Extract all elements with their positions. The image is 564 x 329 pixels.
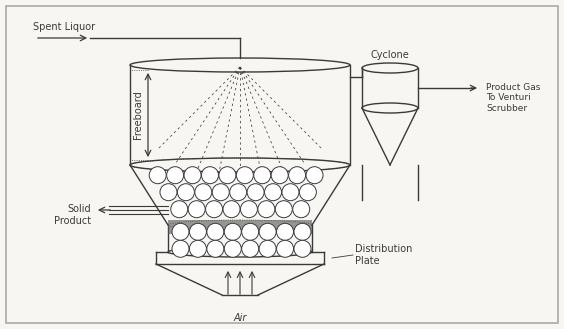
Circle shape xyxy=(190,223,206,240)
Circle shape xyxy=(265,184,281,201)
Circle shape xyxy=(242,240,259,257)
Circle shape xyxy=(206,201,223,218)
Circle shape xyxy=(293,201,310,218)
Circle shape xyxy=(212,184,229,201)
Bar xyxy=(168,220,312,234)
Text: Product Gas
To Venturi
Scrubber: Product Gas To Venturi Scrubber xyxy=(486,83,540,113)
Circle shape xyxy=(207,223,224,240)
Circle shape xyxy=(276,223,293,240)
Circle shape xyxy=(276,240,293,257)
Circle shape xyxy=(294,240,311,257)
Text: Distribution
Plate: Distribution Plate xyxy=(355,244,412,266)
Text: Solid
Product: Solid Product xyxy=(54,204,91,226)
Circle shape xyxy=(299,184,316,201)
Circle shape xyxy=(188,201,205,218)
Circle shape xyxy=(240,201,257,218)
Circle shape xyxy=(166,167,184,184)
Circle shape xyxy=(184,167,201,184)
Circle shape xyxy=(172,223,189,240)
Circle shape xyxy=(306,167,323,184)
Text: Spent Liquor: Spent Liquor xyxy=(33,22,95,32)
Circle shape xyxy=(258,201,275,218)
Circle shape xyxy=(224,240,241,257)
Circle shape xyxy=(282,184,299,201)
Circle shape xyxy=(160,184,177,201)
Circle shape xyxy=(178,184,195,201)
Circle shape xyxy=(236,167,253,184)
Circle shape xyxy=(201,167,218,184)
Circle shape xyxy=(247,184,264,201)
Circle shape xyxy=(219,167,236,184)
Text: Cyclone: Cyclone xyxy=(371,50,409,60)
Circle shape xyxy=(195,184,212,201)
Circle shape xyxy=(242,223,259,240)
Text: Freeboard: Freeboard xyxy=(133,90,143,139)
Circle shape xyxy=(190,240,206,257)
Circle shape xyxy=(223,201,240,218)
Circle shape xyxy=(172,240,189,257)
Circle shape xyxy=(254,167,271,184)
Text: Air: Air xyxy=(233,313,246,323)
Circle shape xyxy=(294,223,311,240)
Circle shape xyxy=(271,167,288,184)
Circle shape xyxy=(259,240,276,257)
Circle shape xyxy=(275,201,292,218)
Circle shape xyxy=(289,167,306,184)
Circle shape xyxy=(207,240,224,257)
Circle shape xyxy=(171,201,188,218)
Circle shape xyxy=(259,223,276,240)
Circle shape xyxy=(224,223,241,240)
Circle shape xyxy=(230,184,246,201)
Circle shape xyxy=(149,167,166,184)
